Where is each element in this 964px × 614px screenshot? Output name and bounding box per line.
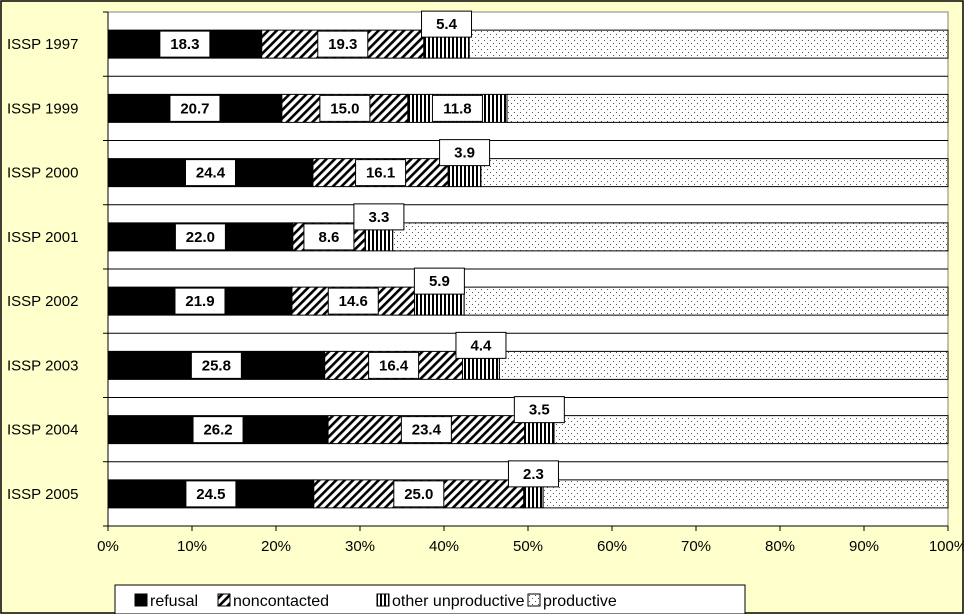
data-label: 16.1 bbox=[366, 165, 395, 182]
x-tick-label: 40% bbox=[429, 538, 459, 555]
legend-label-productive: productive bbox=[543, 593, 617, 610]
bar-productive bbox=[542, 479, 949, 509]
data-label-box bbox=[455, 331, 507, 359]
y-tick-label: ISSP 1997 bbox=[7, 36, 78, 53]
legend-swatch-noncontacted bbox=[217, 593, 231, 607]
data-label: 25.0 bbox=[404, 486, 433, 503]
data-label-box bbox=[184, 159, 236, 187]
data-label: 14.6 bbox=[339, 293, 368, 310]
legend-label-other-unproductive: other unproductive bbox=[392, 593, 525, 610]
data-label: 20.7 bbox=[180, 100, 209, 117]
data-label-box bbox=[319, 94, 371, 122]
x-tick-label: 50% bbox=[513, 538, 543, 555]
data-label: 19.3 bbox=[328, 36, 357, 53]
data-label: 25.8 bbox=[202, 357, 231, 374]
data-label: 18.3 bbox=[170, 36, 199, 53]
data-label-box bbox=[159, 30, 211, 58]
bar-productive bbox=[392, 222, 949, 252]
x-tick-label: 30% bbox=[345, 538, 375, 555]
data-label-box bbox=[185, 480, 237, 508]
bar-productive bbox=[480, 158, 949, 188]
data-labels: 18.3 19.3 5.4 20.7 15.0 11.8 24.4 16.1 3.9 22.0 8.… bbox=[159, 10, 565, 508]
data-label-box bbox=[368, 351, 420, 379]
data-label: 5.9 bbox=[429, 273, 450, 290]
x-tick-label: 20% bbox=[261, 538, 291, 555]
data-label: 23.4 bbox=[412, 422, 442, 439]
bar-productive bbox=[498, 350, 949, 380]
x-tick-label: 10% bbox=[177, 538, 207, 555]
data-label: 3.9 bbox=[454, 145, 475, 162]
x-tick-label: 100% bbox=[929, 538, 964, 555]
y-tick-label: ISSP 2002 bbox=[7, 293, 78, 310]
y-tick-label: ISSP 2003 bbox=[7, 357, 78, 374]
data-label: 15.0 bbox=[330, 100, 359, 117]
x-tick-label: 90% bbox=[849, 538, 879, 555]
bar-productive bbox=[468, 29, 949, 59]
x-tick-label: 80% bbox=[765, 538, 795, 555]
data-label-box bbox=[513, 396, 565, 424]
data-label-box bbox=[169, 94, 221, 122]
data-label-box bbox=[400, 416, 452, 444]
data-label: 4.4 bbox=[471, 337, 493, 354]
data-label-box bbox=[507, 460, 559, 488]
data-label-box bbox=[431, 94, 483, 122]
y-tick-label: ISSP 2005 bbox=[7, 486, 78, 503]
y-tick-label: ISSP 2000 bbox=[7, 165, 78, 182]
bar-productive bbox=[553, 415, 949, 445]
data-label: 21.9 bbox=[185, 293, 214, 310]
y-tick-label: ISSP 2004 bbox=[7, 422, 78, 439]
data-label: 16.4 bbox=[379, 357, 409, 374]
bar-productive bbox=[506, 93, 949, 123]
y-tick-label: ISSP 1999 bbox=[7, 100, 78, 117]
legend-swatch-other-unproductive bbox=[376, 593, 390, 607]
data-label-box bbox=[174, 287, 226, 315]
data-label: 26.2 bbox=[203, 422, 232, 439]
data-label: 8.6 bbox=[318, 229, 339, 246]
data-label: 24.5 bbox=[196, 486, 225, 503]
data-label-box bbox=[174, 223, 226, 251]
x-tick-label: 60% bbox=[597, 538, 627, 555]
legend-label-refusal: refusal bbox=[150, 593, 198, 610]
data-label-box bbox=[327, 287, 379, 315]
y-tick-label: ISSP 2001 bbox=[7, 229, 78, 246]
data-label-box bbox=[303, 223, 355, 251]
legend-swatch-refusal bbox=[134, 593, 148, 607]
data-label-box bbox=[413, 267, 465, 295]
legend-label-noncontacted: noncontacted bbox=[233, 593, 329, 610]
data-label-box bbox=[190, 351, 242, 379]
data-label-box bbox=[192, 416, 244, 444]
data-label-box bbox=[317, 30, 369, 58]
data-label: 5.4 bbox=[436, 16, 458, 33]
data-label: 3.5 bbox=[529, 402, 550, 419]
legend-swatch-productive bbox=[527, 593, 541, 607]
data-label: 3.3 bbox=[368, 209, 389, 226]
data-label: 22.0 bbox=[186, 229, 215, 246]
data-label: 11.8 bbox=[443, 100, 471, 117]
data-label-box bbox=[353, 203, 405, 231]
data-label-box bbox=[439, 139, 491, 167]
x-tick-label: 0% bbox=[97, 538, 119, 555]
data-label: 24.4 bbox=[196, 165, 226, 182]
bar-productive bbox=[463, 286, 949, 316]
data-label: 2.3 bbox=[523, 466, 544, 483]
x-tick-label: 70% bbox=[681, 538, 711, 555]
data-label-box bbox=[393, 480, 445, 508]
data-label-box bbox=[355, 159, 407, 187]
data-label-box bbox=[421, 10, 473, 38]
